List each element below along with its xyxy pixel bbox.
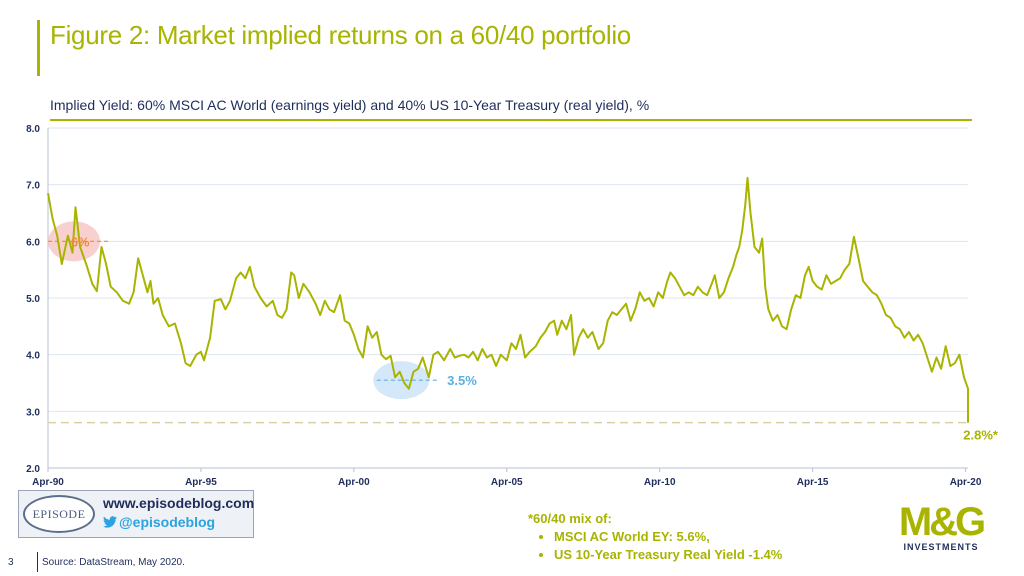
source-note: Source: DataStream, May 2020.	[42, 557, 185, 568]
episode-logo-box[interactable]: EPISODE www.episodeblog.com @episodeblog	[18, 490, 254, 538]
title-accent-bar	[37, 20, 40, 76]
x-tick-label: Apr-10	[644, 477, 676, 488]
y-tick-label: 7.0	[26, 181, 40, 192]
annotation-2-8pct: 2.8%*	[963, 428, 999, 443]
twitter-bird-icon	[103, 516, 117, 528]
x-tick-label: Apr-05	[491, 477, 523, 488]
annotation-6pct: 6%	[71, 234, 90, 249]
footnote-item-msci: MSCI AC World EY: 5.6%,	[554, 528, 782, 546]
mg-brand: M&G	[898, 500, 986, 544]
y-tick-label: 5.0	[26, 294, 40, 305]
episode-logo-text: EPISODE	[32, 506, 86, 521]
y-tick-label: 3.0	[26, 407, 40, 418]
y-tick-label: 4.0	[26, 351, 40, 362]
twitter-handle[interactable]: @episodeblog	[119, 514, 216, 530]
subtitle-rule	[50, 119, 972, 121]
x-tick-label: Apr-15	[797, 477, 829, 488]
page-title: Figure 2: Market implied returns on a 60…	[50, 20, 631, 50]
episode-logo: EPISODE	[23, 495, 95, 533]
series-line-implied-yield	[47, 176, 969, 423]
mg-investments-logo: M&G INVESTMENTS	[886, 500, 996, 552]
mg-logo-text: M&G	[886, 500, 996, 544]
mg-logo-subtitle: INVESTMENTS	[903, 542, 979, 552]
x-tick-label: Apr-20	[950, 477, 982, 488]
footnote-item-treasury: US 10-Year Treasury Real Yield -1.4%	[554, 546, 782, 564]
y-tick-label: 8.0	[26, 124, 40, 135]
annotation-3-5pct: 3.5%	[447, 373, 477, 388]
footnote-heading: *60/40 mix of:	[528, 511, 612, 526]
y-tick-label: 2.0	[26, 464, 40, 475]
footnote: *60/40 mix of: MSCI AC World EY: 5.6%, U…	[528, 510, 782, 564]
page-number: 3	[8, 557, 14, 568]
x-tick-label: Apr-95	[185, 477, 217, 488]
x-tick-label: Apr-00	[338, 477, 370, 488]
source-divider	[37, 552, 38, 572]
y-tick-label: 6.0	[26, 237, 40, 248]
x-tick-label: Apr-90	[32, 477, 64, 488]
website-link[interactable]: www.episodeblog.com	[103, 495, 255, 511]
chart-subtitle: Implied Yield: 60% MSCI AC World (earnin…	[50, 97, 650, 113]
